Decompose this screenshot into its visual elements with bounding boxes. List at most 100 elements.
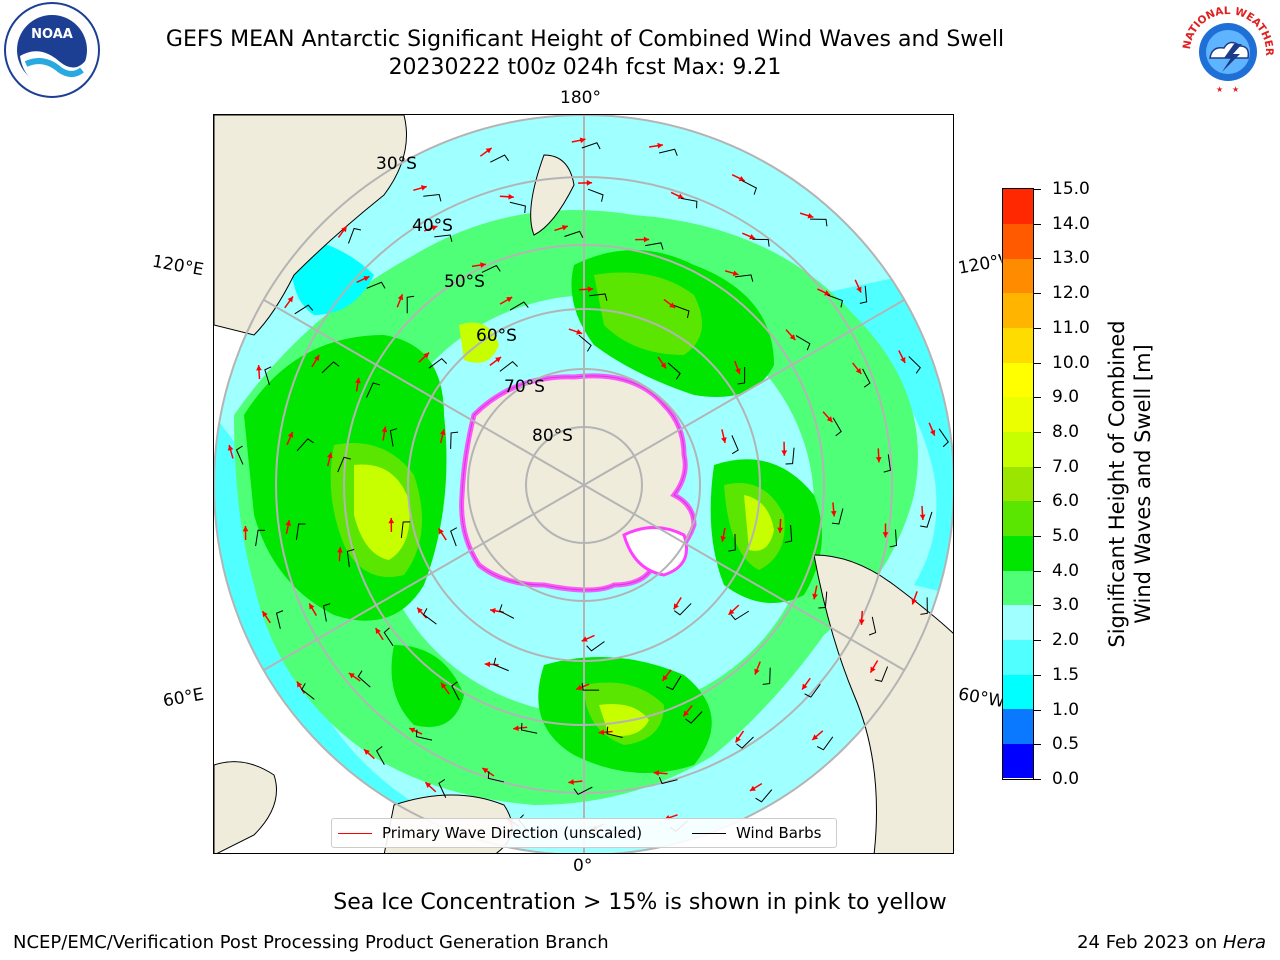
wave-arrow-head bbox=[735, 368, 741, 375]
svg-text:★: ★ bbox=[1232, 85, 1239, 94]
colorbar-segment bbox=[1003, 292, 1033, 329]
wave-arrow-head bbox=[363, 749, 370, 756]
wave-arrow-head bbox=[720, 535, 727, 542]
wave-arrow-head bbox=[653, 770, 660, 776]
wave-arrow-head bbox=[309, 603, 315, 610]
wind-barb bbox=[581, 142, 601, 150]
wind-barb bbox=[564, 230, 584, 238]
colorbar-tick bbox=[1034, 258, 1041, 260]
wind-barb bbox=[741, 180, 757, 195]
colorbar-tick-label: 13.0 bbox=[1052, 248, 1090, 269]
wave-arrow-head bbox=[381, 426, 388, 433]
graticule bbox=[214, 115, 953, 853]
wave-direction-arrows bbox=[227, 137, 936, 831]
colorbar-title-line2: Wind Waves and Swell [m] bbox=[1131, 344, 1155, 624]
colorbar-tick-label: 0.0 bbox=[1052, 769, 1080, 789]
wind-barb bbox=[862, 368, 871, 388]
wave-arrow-head bbox=[587, 286, 594, 293]
wave-arrow-head bbox=[420, 185, 427, 191]
colorbar-tick bbox=[1034, 466, 1041, 468]
wind-barb bbox=[674, 603, 692, 616]
wave-arrow-head bbox=[855, 367, 862, 374]
wind-barb bbox=[499, 604, 515, 619]
wind-barb bbox=[827, 294, 843, 308]
wind-barb bbox=[235, 445, 244, 465]
wave-arrow-head bbox=[506, 297, 513, 303]
wave-arrow-head bbox=[721, 437, 727, 444]
wind-barb bbox=[832, 417, 842, 437]
wave-arrow-head bbox=[480, 262, 486, 268]
footer-date-text: 24 Feb 2023 on bbox=[1077, 932, 1223, 953]
colorbar-segment bbox=[1003, 396, 1033, 433]
wind-barb bbox=[658, 776, 678, 785]
wave-arrow-head bbox=[348, 672, 355, 679]
wind-barb bbox=[422, 608, 437, 625]
colorbar-tick bbox=[1034, 640, 1041, 642]
wind-barb bbox=[938, 428, 949, 448]
wind-barb bbox=[736, 736, 754, 749]
wind-barb bbox=[889, 529, 898, 548]
legend-label-wind-barbs: Wind Barbs bbox=[736, 824, 822, 842]
colorbar-tick-label: 2.0 bbox=[1052, 630, 1080, 651]
wave-arrow-head bbox=[754, 668, 760, 675]
wind-barb bbox=[481, 264, 501, 273]
colorbar-segment bbox=[1003, 743, 1033, 779]
wave-arrow-head bbox=[482, 768, 489, 774]
colorbar-tick-label: 9.0 bbox=[1052, 387, 1080, 408]
map-legend: Primary Wave Direction (unscaled) Wind B… bbox=[331, 818, 837, 848]
wave-arrow-head bbox=[732, 270, 739, 276]
new-zealand-landmass bbox=[530, 154, 575, 236]
wave-arrow-head bbox=[287, 431, 294, 438]
wind-barb bbox=[434, 234, 453, 242]
wave-arrow-head bbox=[875, 456, 882, 463]
wind-barb bbox=[296, 438, 314, 452]
wave-arrow-head bbox=[586, 180, 593, 186]
wind-barb bbox=[337, 456, 351, 473]
polar-map: 30°S 40°S 50°S 60°S 70°S 80°S bbox=[214, 115, 953, 853]
wind-barb bbox=[762, 667, 771, 685]
wind-barb bbox=[731, 435, 739, 455]
wave-arrow-head bbox=[826, 416, 833, 423]
colorbar-segment bbox=[1003, 604, 1033, 640]
wave-arrow-head bbox=[256, 365, 262, 371]
wind-barb bbox=[883, 454, 891, 473]
nws-logo: NATIONAL WEATHER SERVICE ★ ★ bbox=[1176, 0, 1276, 100]
colorbar-tick-label: 6.0 bbox=[1052, 491, 1080, 512]
wind-barb bbox=[428, 357, 448, 369]
wind-barb bbox=[737, 366, 746, 385]
colorbar-tick bbox=[1034, 674, 1041, 676]
colorbar-segment bbox=[1003, 327, 1033, 363]
wave-arrow-head bbox=[738, 175, 745, 182]
colorbar-segment bbox=[1003, 708, 1033, 744]
wave-arrow-head bbox=[856, 286, 862, 293]
wave-arrow-head bbox=[409, 727, 416, 734]
wave-arrow-head bbox=[227, 444, 234, 451]
wind-barb bbox=[301, 683, 315, 700]
wave-arrow-head bbox=[287, 296, 294, 303]
colorbar-segment bbox=[1003, 500, 1033, 536]
wind-barb bbox=[578, 334, 592, 352]
wind-barb bbox=[804, 683, 821, 698]
wave-arrow-head bbox=[490, 607, 496, 614]
contour-fill bbox=[391, 645, 464, 727]
africa-landmass bbox=[214, 761, 277, 853]
wave-arrow-head bbox=[375, 627, 381, 634]
wind-barb bbox=[275, 610, 284, 629]
wave-arrow-head bbox=[495, 356, 502, 363]
colorbar-tick-label: 1.5 bbox=[1052, 664, 1080, 685]
wave-arrow-head bbox=[579, 137, 586, 144]
wave-arrow-head bbox=[576, 684, 583, 691]
wind-barb bbox=[667, 362, 681, 380]
wave-arrow-head bbox=[911, 598, 917, 605]
colorbar-tick bbox=[1034, 189, 1041, 190]
wave-arrow-head bbox=[262, 611, 268, 618]
wind-barb bbox=[255, 529, 266, 547]
wave-arrow-head bbox=[508, 193, 514, 200]
colorbar-tick-label: 7.0 bbox=[1052, 456, 1080, 477]
svg-text:★: ★ bbox=[1216, 85, 1223, 94]
colorbar-segment bbox=[1003, 189, 1033, 225]
wind-barb bbox=[784, 524, 793, 543]
colorbar-tick-label: 8.0 bbox=[1052, 421, 1080, 442]
lon-label-0: 0° bbox=[573, 856, 593, 876]
wave-arrow-head bbox=[242, 526, 249, 532]
